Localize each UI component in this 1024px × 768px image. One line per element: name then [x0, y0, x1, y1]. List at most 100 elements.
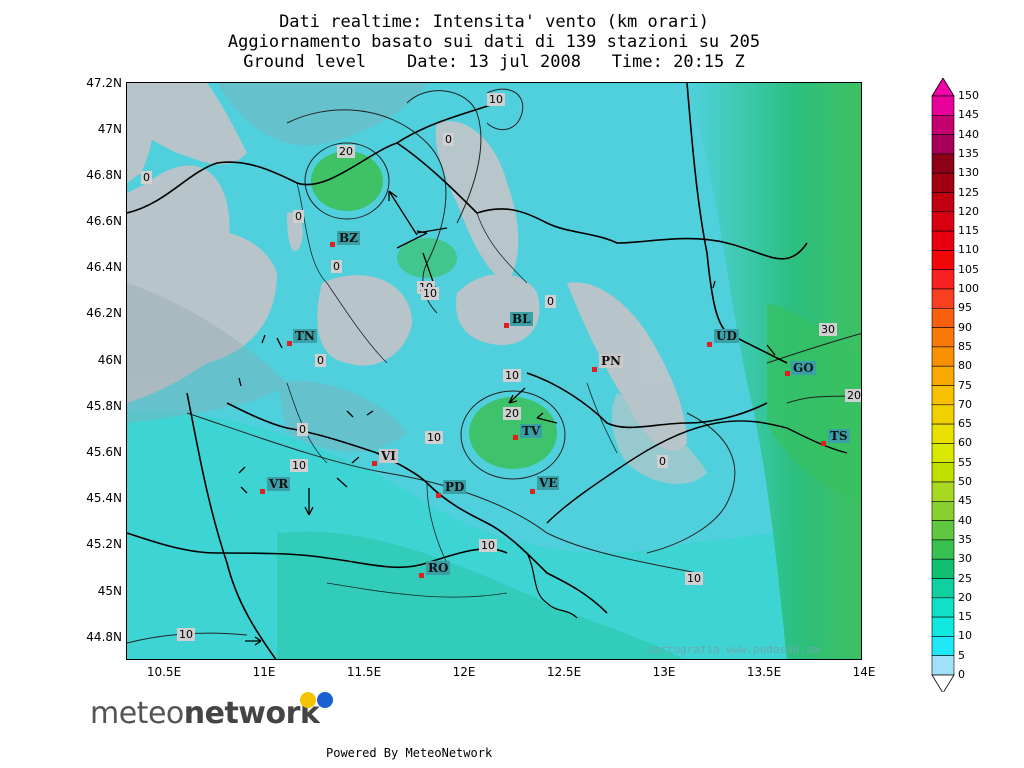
city-dot-pd [436, 493, 441, 498]
city-label: TV [520, 424, 543, 438]
colorbar-cell [931, 520, 955, 541]
meteonetwork-logo: meteonetwork [90, 696, 320, 731]
colorbar-cell [931, 597, 955, 618]
contour-label: 0 [141, 171, 152, 184]
contour-label: 20 [503, 407, 521, 420]
wind-core-north [311, 151, 383, 211]
colorbar [931, 78, 955, 692]
y-tick-label: 46N [97, 353, 122, 367]
logo-dot-yellow [300, 692, 316, 708]
coastline [546, 420, 848, 524]
colorbar-cell [931, 365, 955, 386]
colorbar-label: 150 [958, 89, 979, 102]
colorbar-cell [931, 269, 955, 290]
y-tick-label: 47N [97, 122, 122, 136]
contour-label: 10 [425, 431, 443, 444]
colorbar-label: 125 [958, 185, 979, 199]
y-tick-label: 45.2N [86, 537, 122, 551]
city-dot-ve [530, 489, 535, 494]
colorbar-cell [931, 250, 955, 270]
colorbar-cell [931, 481, 955, 502]
colorbar-cell [931, 308, 955, 328]
wind-core-treviso [469, 397, 557, 469]
city-dot-ts [821, 441, 826, 446]
contour-label: 10 [685, 572, 703, 585]
contour-label: 0 [315, 354, 326, 367]
contour-label: 20 [845, 389, 861, 402]
colorbar-cell [931, 153, 955, 174]
contour-label: 0 [545, 295, 556, 308]
colorbar-label: 80 [958, 359, 972, 373]
colorbar-cell [931, 500, 955, 521]
x-tick-label: 14E [852, 665, 876, 679]
colorbar-cell [931, 404, 955, 425]
colorbar-cell [931, 346, 955, 367]
colorbar-cells [931, 78, 955, 692]
colorbar-label: 95 [958, 301, 972, 315]
colorbar-label: 130 [958, 166, 979, 180]
colorbar-label: 120 [958, 204, 979, 218]
city-dot-tv [513, 435, 518, 440]
colorbar-label: 15 [958, 610, 972, 624]
city-label: PD [443, 480, 467, 494]
colorbar-cell [931, 443, 955, 463]
city-dot-go [785, 371, 790, 376]
colorbar-top-arrow [931, 78, 955, 97]
city-dot-ro [419, 573, 424, 578]
colorbar-label: 145 [958, 108, 979, 122]
powered-by-credit: Powered By MeteoNetwork [326, 746, 493, 760]
colorbar-cell [931, 134, 955, 155]
city-label: BL [510, 312, 533, 326]
city-label: TS [828, 429, 850, 443]
colorbar-cell [931, 114, 955, 135]
contour-label: 0 [657, 455, 668, 468]
colorbar-cell [931, 230, 955, 251]
contour-label: 30 [819, 323, 837, 336]
map-title: Dati realtime: Intensita' vento (km orar… [126, 12, 862, 72]
coastline-south [526, 552, 578, 619]
colorbar-cell [931, 288, 955, 309]
colorbar-cell [931, 385, 955, 406]
logo-text-bold: network [183, 696, 320, 731]
city-dot-vr [260, 489, 265, 494]
x-tick-label: 12E [452, 665, 476, 679]
colorbar-cell [931, 95, 955, 116]
y-tick-label: 45.6N [86, 445, 122, 459]
contour-label: 10 [177, 628, 195, 641]
contour-label: 0 [297, 423, 308, 436]
wind-zone-south-green [277, 531, 684, 659]
contour-label: 10 [421, 287, 439, 300]
colorbar-cell [931, 655, 955, 676]
colorbar-label: 60 [958, 436, 972, 450]
city-dot-bl [504, 323, 509, 328]
colorbar-label: 0 [958, 668, 965, 681]
x-tick-label: 10.5E [146, 665, 182, 679]
title-line-2: Aggiornamento basato sui dati di 139 sta… [227, 32, 761, 52]
colorbar-label: 115 [958, 224, 979, 238]
colorbar-cell [931, 462, 955, 483]
city-label: RO [426, 561, 451, 575]
colorbar-label: 5 [958, 648, 965, 662]
colorbar-label: 30 [958, 552, 972, 566]
colorbar-label: 65 [958, 417, 972, 431]
colorbar-cell [931, 192, 955, 213]
colorbar-cell [931, 423, 955, 444]
logo-text-light: meteo [90, 696, 184, 731]
city-dot-ud [707, 342, 712, 347]
contour-label: 0 [331, 260, 342, 273]
cartography-credit: cartografia www.podos3d.sm [647, 643, 820, 656]
city-dot-vi [372, 461, 377, 466]
y-tick-label: 45.4N [86, 491, 122, 505]
colorbar-cell [931, 172, 955, 193]
contour-label: 10 [503, 369, 521, 382]
colorbar-cell [931, 211, 955, 232]
colorbar-cell [931, 327, 955, 348]
colorbar-cell [931, 558, 955, 579]
colorbar-label: 70 [958, 397, 972, 411]
colorbar-label: 110 [958, 243, 979, 257]
colorbar-label: 10 [958, 629, 972, 643]
colorbar-label: 140 [958, 127, 979, 141]
colorbar-label: 85 [958, 339, 972, 353]
colorbar-cell [931, 578, 955, 599]
colorbar-label: 25 [958, 571, 972, 585]
